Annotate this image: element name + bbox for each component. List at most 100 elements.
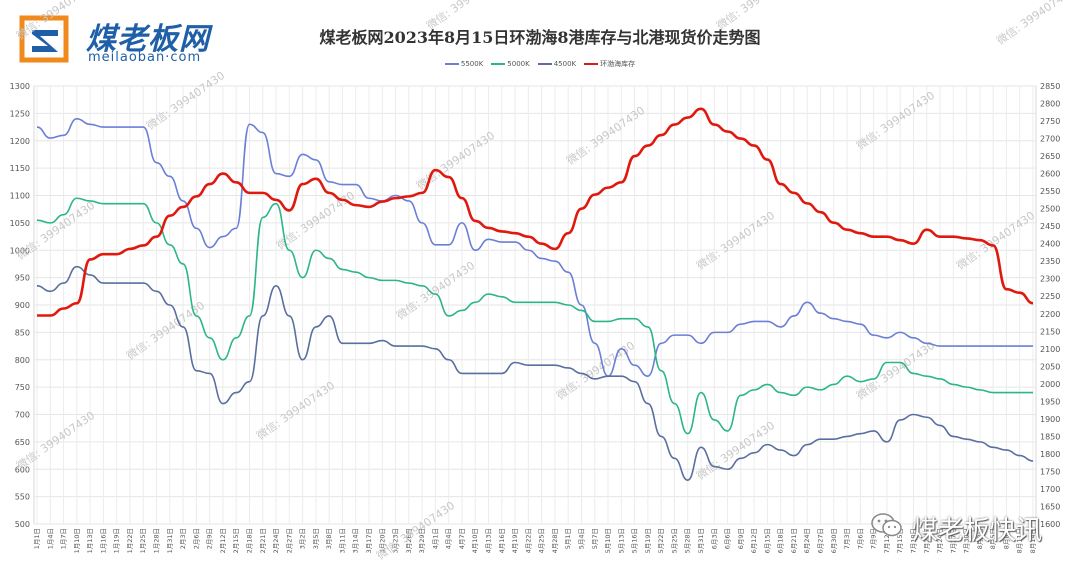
y-left-tick-label: 1250 bbox=[10, 109, 30, 118]
y-right-tick-label: 2750 bbox=[1040, 117, 1060, 126]
x-tick-label: 5月4日 bbox=[577, 528, 585, 549]
x-tick-label: 3月17日 bbox=[365, 528, 373, 553]
y-right-tick-label: 1900 bbox=[1040, 415, 1060, 424]
y-right-tick-label: 1950 bbox=[1040, 397, 1060, 406]
x-tick-label: 2月21日 bbox=[259, 528, 267, 553]
x-tick-label: 1月25日 bbox=[139, 528, 147, 553]
y-left-tick-label: 750 bbox=[15, 383, 30, 392]
x-tick-label: 3月5日 bbox=[312, 528, 320, 549]
chart-title: 煤老板网2023年8月15日环渤海8港库存与北港现货价走势图 bbox=[319, 28, 761, 47]
x-tick-label: 5月28日 bbox=[684, 528, 692, 553]
x-tick-label: 8月5日 bbox=[989, 528, 997, 549]
x-tick-label: 2月6日 bbox=[192, 528, 200, 549]
x-tick-label: 1月31日 bbox=[166, 528, 174, 553]
x-tick-label: 5月25日 bbox=[670, 528, 678, 553]
y-left-tick-label: 1200 bbox=[10, 137, 30, 146]
x-tick-label: 6月30日 bbox=[830, 528, 838, 553]
y-right-tick-label: 2250 bbox=[1040, 292, 1060, 301]
watermark-label: 微信: 399407430 bbox=[254, 378, 338, 442]
x-tick-label: 6月24日 bbox=[803, 528, 811, 553]
x-tick-label: 2月9日 bbox=[206, 528, 214, 549]
x-tick-label: 3月23日 bbox=[392, 528, 400, 553]
legend-item[interactable]: 环渤海库存 bbox=[584, 59, 635, 69]
x-tick-label: 7月6日 bbox=[856, 528, 864, 549]
legend-label: 5000K bbox=[507, 60, 530, 68]
y-left-tick-label: 850 bbox=[15, 328, 30, 337]
y-left-tick-label: 950 bbox=[15, 274, 30, 283]
x-tick-label: 7月12日 bbox=[883, 528, 891, 553]
y-left-tick-label: 1300 bbox=[10, 82, 30, 91]
x-tick-label: 6月15日 bbox=[763, 528, 771, 553]
x-tick-label: 4月19日 bbox=[511, 528, 519, 553]
x-tick-label: 2月18日 bbox=[245, 528, 253, 553]
x-tick-label: 4月25日 bbox=[538, 528, 546, 553]
legend-swatch bbox=[491, 63, 506, 65]
series-line-5000K bbox=[36, 197, 1033, 435]
x-tick-label: 2月24日 bbox=[272, 528, 280, 553]
legend-label: 环渤海库存 bbox=[600, 60, 636, 68]
footer-brand-text: 煤老板快讯 bbox=[912, 516, 1043, 546]
legend-swatch bbox=[537, 63, 552, 65]
y-right-tick-label: 1850 bbox=[1040, 432, 1060, 441]
x-tick-label: 5月31日 bbox=[697, 528, 705, 553]
x-tick-label: 6月27日 bbox=[817, 528, 825, 553]
logo-name: 煤老板网 bbox=[86, 22, 210, 57]
watermark-label: 微信: 399407430 bbox=[994, 0, 1078, 47]
y-right-tick-label: 2400 bbox=[1040, 240, 1060, 249]
y-left-tick-label: 800 bbox=[15, 356, 30, 365]
x-tick-label: 1月1日 bbox=[33, 528, 41, 549]
watermark-label: 微信: 399407430 bbox=[124, 298, 208, 362]
x-tick-label: 2月3日 bbox=[179, 528, 187, 549]
x-tick-label: 4月13日 bbox=[485, 528, 493, 553]
x-tick-label: 7月24日 bbox=[936, 528, 944, 553]
x-tick-label: 1月13日 bbox=[86, 528, 94, 553]
x-tick-label: 2月12日 bbox=[219, 528, 227, 553]
legend-swatch bbox=[444, 63, 459, 65]
x-tick-label: 3月2日 bbox=[299, 528, 307, 549]
legend-item[interactable]: 4500K bbox=[537, 60, 577, 68]
y-right-tick-label: 2850 bbox=[1040, 82, 1060, 91]
legend-item[interactable]: 5000K bbox=[491, 60, 530, 68]
y-right-tick-label: 2350 bbox=[1040, 257, 1060, 266]
y-left-tick-label: 1100 bbox=[10, 192, 30, 201]
x-tick-label: 4月16日 bbox=[498, 528, 506, 553]
watermark-label: 微信: 399407430 bbox=[414, 128, 498, 192]
series-line-4500K bbox=[36, 265, 1034, 481]
x-tick-label: 6月18日 bbox=[777, 528, 785, 553]
x-tick-label: 4月7日 bbox=[458, 528, 466, 549]
x-tick-label: 1月28日 bbox=[153, 528, 161, 553]
y-right-tick-label: 2050 bbox=[1040, 362, 1060, 371]
x-tick-label: 3月29日 bbox=[418, 528, 426, 553]
y-right-tick-label: 1600 bbox=[1040, 520, 1060, 529]
x-tick-label: 7月30日 bbox=[963, 528, 971, 553]
series-line-环渤海库存 bbox=[37, 107, 1034, 317]
watermark-label: 微信: 399407430 bbox=[694, 208, 778, 272]
x-tick-label: 4月28日 bbox=[551, 528, 559, 553]
y-left-tick-label: 550 bbox=[15, 493, 30, 502]
x-tick-label: 8月14日 bbox=[1029, 528, 1037, 553]
watermark-label: 微信: 399407430 bbox=[424, 0, 508, 32]
x-tick-label: 7月21日 bbox=[923, 528, 931, 553]
y-left-tick-label: 600 bbox=[15, 465, 30, 474]
x-tick-label: 4月4日 bbox=[445, 528, 453, 549]
y-right-tick-label: 2650 bbox=[1040, 152, 1060, 161]
x-tick-label: 8月11日 bbox=[1016, 528, 1024, 553]
x-tick-label: 1月7日 bbox=[60, 528, 68, 549]
logo-mark-icon bbox=[19, 15, 69, 63]
x-tick-label: 6月9日 bbox=[737, 528, 745, 549]
x-tick-label: 6月6日 bbox=[724, 528, 732, 549]
x-tick-label: 4月10日 bbox=[471, 528, 479, 553]
x-tick-label: 5月7日 bbox=[591, 528, 599, 549]
legend-label: 4500K bbox=[553, 60, 577, 68]
chart-legend: 5500K 5000K 4500K 环渤海库存 bbox=[0, 59, 1080, 69]
y-right-tick-label: 2100 bbox=[1040, 345, 1060, 354]
x-tick-label: 1月10日 bbox=[73, 528, 81, 553]
x-tick-label: 7月18日 bbox=[909, 528, 917, 553]
legend-item[interactable]: 5500K bbox=[444, 60, 483, 68]
x-tick-label: 6月3日 bbox=[710, 528, 718, 549]
legend-swatch bbox=[584, 63, 599, 65]
x-tick-label: 4月22日 bbox=[524, 528, 532, 553]
x-tick-label: 2月27日 bbox=[285, 528, 293, 553]
x-tick-label: 5月10日 bbox=[604, 528, 612, 553]
